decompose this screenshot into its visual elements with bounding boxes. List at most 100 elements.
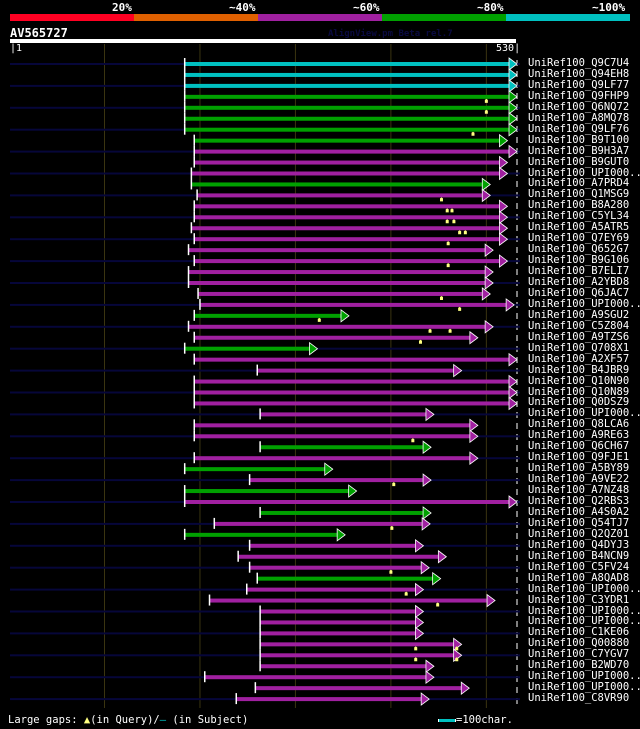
gap-legend-title: Large gaps: bbox=[8, 714, 78, 726]
hit-end-arrow bbox=[415, 626, 425, 641]
query-end-label: 530| bbox=[496, 43, 521, 54]
hit-end-arrow bbox=[348, 484, 358, 498]
hit-label[interactable]: UniRef100_UPI000.. bbox=[528, 615, 640, 628]
hit-label[interactable]: UniRef100_B8A280 bbox=[528, 199, 630, 212]
hit-label[interactable]: UniRef100_B9T100 bbox=[528, 133, 630, 146]
hit-label[interactable]: UniRef100_C5YL34 bbox=[528, 210, 630, 223]
hit-bar bbox=[194, 138, 500, 143]
hit-end-arrow bbox=[469, 418, 479, 433]
hit-label[interactable]: UniRef100_A2YBD8 bbox=[528, 276, 630, 288]
hit-bar bbox=[194, 149, 510, 154]
hit-label[interactable]: UniRef100_Q4DYJ3 bbox=[528, 538, 630, 551]
hit-bar bbox=[191, 171, 500, 176]
hit-label[interactable]: UniRef100_A9RE63 bbox=[528, 429, 630, 442]
hit-bar bbox=[260, 653, 454, 658]
hit-label[interactable]: UniRef100_A8QAD8 bbox=[528, 571, 630, 584]
hit-label[interactable]: UniRef100_B9G106 bbox=[528, 254, 630, 267]
hit-label[interactable]: UniRef100_Q10N89 bbox=[528, 385, 630, 398]
hit-end-arrow bbox=[508, 90, 518, 104]
hit-label[interactable]: UniRef100_A2XF57 bbox=[528, 352, 630, 365]
hit-label[interactable]: UniRef100_Q6CH67 bbox=[528, 440, 630, 453]
watermark: AlignView.pm Beta rel.7 bbox=[328, 29, 453, 39]
hit-end-arrow bbox=[508, 68, 518, 82]
hit-label[interactable]: UniRef100_UPI000.. bbox=[528, 297, 640, 310]
hit-label[interactable]: UniRef100_Q1MSG9 bbox=[528, 188, 630, 201]
hit-label[interactable]: UniRef100_B2WD70 bbox=[528, 659, 630, 672]
hit-label[interactable]: UniRef100_Q00880 bbox=[528, 637, 630, 650]
query-gap-marker bbox=[458, 230, 462, 235]
hit-end-arrow bbox=[505, 298, 515, 312]
hit-label[interactable]: UniRef100_A7NZ48 bbox=[528, 484, 630, 497]
hit-label[interactable]: UniRef100_UPI000.. bbox=[528, 166, 640, 179]
hit-bar bbox=[184, 532, 338, 537]
hit-label[interactable]: UniRef100_A8MQ78 bbox=[528, 111, 630, 124]
query-gap-marker bbox=[436, 602, 440, 607]
hit-label[interactable]: UniRef100_Q9C7U4 bbox=[528, 57, 630, 69]
hit-label[interactable]: UniRef100_A4S0A2 bbox=[528, 505, 630, 518]
hit-label[interactable]: UniRef100_B9GUT0 bbox=[528, 155, 630, 168]
hit-label[interactable]: UniRef100_Q0DSZ9 bbox=[528, 396, 630, 409]
hit-label[interactable]: UniRef100_C5FV24 bbox=[528, 560, 630, 573]
hit-label[interactable]: UniRef100_UPI000.. bbox=[528, 681, 640, 694]
query-gap-marker bbox=[445, 219, 449, 224]
hit-label[interactable]: UniRef100_Q9LF76 bbox=[528, 122, 630, 135]
hit-label[interactable]: UniRef100_B4JBR9 bbox=[528, 363, 630, 376]
hit-end-arrow bbox=[508, 57, 518, 71]
query-gap-text: (in Query)/ bbox=[90, 714, 160, 726]
hit-end-arrow bbox=[425, 407, 435, 422]
hit-bar bbox=[197, 193, 483, 198]
hit-label[interactable]: UniRef100_C7YGV7 bbox=[528, 648, 630, 661]
hit-label[interactable]: UniRef100_C1KE06 bbox=[528, 626, 630, 639]
hit-bar bbox=[184, 105, 509, 110]
hit-label[interactable]: UniRef100_C3YDR1 bbox=[528, 593, 630, 606]
hit-label[interactable]: UniRef100_Q9FJE1 bbox=[528, 451, 630, 464]
hit-bar bbox=[214, 521, 423, 526]
hit-label[interactable]: UniRef100_A9VE22 bbox=[528, 473, 630, 486]
hit-label[interactable]: UniRef100_Q9LF77 bbox=[528, 78, 630, 91]
hit-label[interactable]: UniRef100_B7ELI7 bbox=[528, 265, 630, 278]
hit-end-arrow bbox=[415, 582, 425, 597]
hit-label[interactable]: UniRef100_C5Z804 bbox=[528, 319, 630, 332]
hit-bar bbox=[238, 554, 439, 559]
hit-end-arrow bbox=[508, 374, 518, 389]
query-gap-marker bbox=[389, 569, 393, 574]
hit-end-arrow bbox=[499, 133, 509, 148]
hit-label[interactable]: UniRef100_A5ATR5 bbox=[528, 221, 630, 234]
hit-label[interactable]: UniRef100_Q652G7 bbox=[528, 243, 630, 256]
hit-label[interactable]: UniRef100_Q2QZ01 bbox=[528, 527, 630, 540]
hit-bar bbox=[184, 116, 509, 121]
legend-label-80: ~80% bbox=[477, 1, 504, 14]
hit-label[interactable]: UniRef100_Q708X1 bbox=[528, 341, 630, 354]
query-gap-marker bbox=[463, 230, 467, 235]
hit-label[interactable]: UniRef100_Q7EY69 bbox=[528, 232, 630, 245]
hit-end-arrow bbox=[484, 276, 494, 290]
hit-label[interactable]: UniRef100_B4NCN9 bbox=[528, 549, 630, 562]
hit-label[interactable]: UniRef100_A5BY89 bbox=[528, 462, 630, 475]
hit-bar bbox=[184, 500, 509, 504]
hit-label[interactable]: UniRef100_Q6JAC7 bbox=[528, 286, 630, 299]
hit-end-arrow bbox=[484, 243, 494, 257]
hit-label[interactable]: UniRef100_UPI000.. bbox=[528, 670, 640, 683]
hit-bar bbox=[184, 467, 325, 472]
hit-label[interactable]: UniRef100_Q6NQ72 bbox=[528, 100, 630, 113]
hit-label[interactable]: UniRef100_Q10N90 bbox=[528, 374, 630, 387]
hit-label[interactable]: UniRef100_A9TZS6 bbox=[528, 330, 630, 343]
hit-end-arrow bbox=[486, 593, 496, 608]
hit-bar bbox=[188, 324, 486, 329]
hit-label[interactable]: UniRef100_A9SGU2 bbox=[528, 308, 630, 321]
hit-label[interactable]: UniRef100_Q54TJ7 bbox=[528, 516, 630, 529]
hit-label[interactable]: UniRef100_UPI000.. bbox=[528, 407, 640, 420]
hit-label[interactable]: UniRef100_Q9FHP9 bbox=[528, 89, 630, 102]
hit-label[interactable]: UniRef100_UPI000.. bbox=[528, 604, 640, 617]
hit-bar bbox=[188, 270, 486, 275]
hit-label[interactable]: UniRef100_Q94EH8 bbox=[528, 67, 630, 80]
hit-end-arrow bbox=[499, 232, 509, 246]
hit-label[interactable]: UniRef100_A7PRD4 bbox=[528, 177, 630, 190]
hit-end-arrow bbox=[422, 506, 432, 520]
hit-end-arrow bbox=[421, 517, 431, 531]
hit-label[interactable]: UniRef100_C8VR90 bbox=[528, 692, 630, 705]
hit-label[interactable]: UniRef100_B9H3A7 bbox=[528, 144, 630, 157]
hit-label[interactable]: UniRef100_Q2RBS3 bbox=[528, 495, 630, 507]
hit-label[interactable]: UniRef100_UPI000.. bbox=[528, 582, 640, 595]
hit-label[interactable]: UniRef100_Q8LCA6 bbox=[528, 418, 630, 431]
